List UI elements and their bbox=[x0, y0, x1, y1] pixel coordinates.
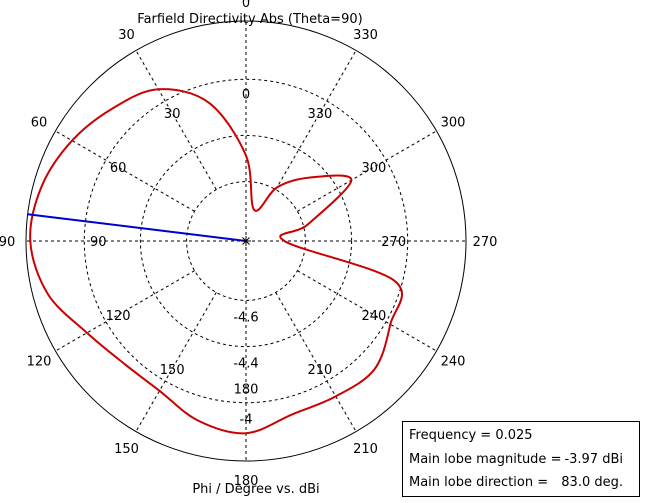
grid-spoke bbox=[135, 50, 217, 190]
inner-angle-label: 210 bbox=[307, 363, 332, 378]
frequency-label: Frequency = 0.025 bbox=[409, 428, 533, 443]
main-lobe-direction-label: Main lobe direction = bbox=[409, 475, 549, 490]
outer-angle-label: 120 bbox=[27, 355, 52, 370]
inner-angle-label: 0 bbox=[242, 87, 250, 102]
grid-spoke bbox=[275, 50, 357, 190]
outer-angle-label: 270 bbox=[473, 235, 498, 250]
outer-angle-label: 0 bbox=[242, 0, 250, 11]
grid-spoke bbox=[55, 130, 195, 212]
radial-tick-labels: -4.6 -4.4 -4 bbox=[233, 310, 258, 427]
radial-tick-label: -4 bbox=[240, 413, 253, 428]
series-layer bbox=[27, 88, 403, 435]
outer-angle-label: 90 bbox=[0, 235, 15, 250]
radial-tick-label: -4.4 bbox=[233, 357, 258, 372]
main-lobe-direction-value: 83.0 deg. bbox=[561, 475, 623, 490]
center-marker bbox=[241, 236, 251, 246]
grid-ring bbox=[83, 78, 409, 404]
chart-title: Farfield Directivity Abs (Theta=90) bbox=[137, 12, 362, 27]
main-lobe-magnitude-label: Main lobe magnitude = bbox=[409, 452, 562, 467]
inner-angle-label: 270 bbox=[381, 235, 406, 250]
center-marker-stroke bbox=[242, 237, 250, 245]
inner-angle-label: 120 bbox=[106, 309, 131, 324]
inner-angle-label: 60 bbox=[110, 161, 127, 176]
inner-angle-label: 150 bbox=[160, 363, 185, 378]
outer-angle-label: 330 bbox=[353, 28, 378, 43]
outer-angle-label: 150 bbox=[114, 442, 139, 457]
directivity-curve bbox=[29, 88, 403, 435]
grid-spoke bbox=[297, 130, 437, 212]
outer-angle-label: 60 bbox=[31, 116, 48, 131]
inner-angle-label: 330 bbox=[307, 107, 332, 122]
x-axis-label: Phi / Degree vs. dBi bbox=[192, 482, 319, 497]
outer-angle-label: 240 bbox=[441, 355, 466, 370]
outer-angle-label: 210 bbox=[353, 442, 378, 457]
radial-tick-label: -4.6 bbox=[233, 310, 258, 325]
outer-angle-label: 30 bbox=[118, 28, 135, 43]
grid-ring bbox=[139, 134, 353, 348]
angle-labels: 0 30 60 90 120 150 180 210 240 270 300 330 0 30 60 90 12… bbox=[0, 0, 497, 489]
inner-angle-label: 180 bbox=[234, 383, 259, 398]
grid-ring bbox=[186, 181, 306, 301]
grid-spoke bbox=[297, 270, 437, 352]
polar-grid bbox=[25, 20, 467, 462]
grid-spoke bbox=[275, 292, 357, 432]
inner-angle-label: 300 bbox=[361, 161, 386, 176]
main-lobe-line bbox=[27, 213, 247, 242]
main-lobe-info-box: Frequency = 0.025 Main lobe magnitude = … bbox=[402, 421, 640, 497]
inner-angle-label: 90 bbox=[90, 235, 107, 250]
outer-angle-label: 300 bbox=[441, 116, 466, 131]
grid-spoke bbox=[55, 270, 195, 352]
inner-angle-label: 30 bbox=[164, 107, 181, 122]
main-lobe-magnitude-value: -3.97 dBi bbox=[564, 452, 623, 467]
grid-spoke bbox=[135, 292, 217, 432]
outer-angle-label: 180 bbox=[234, 474, 259, 489]
outer-circle bbox=[25, 20, 467, 462]
inner-angle-label: 240 bbox=[361, 309, 386, 324]
